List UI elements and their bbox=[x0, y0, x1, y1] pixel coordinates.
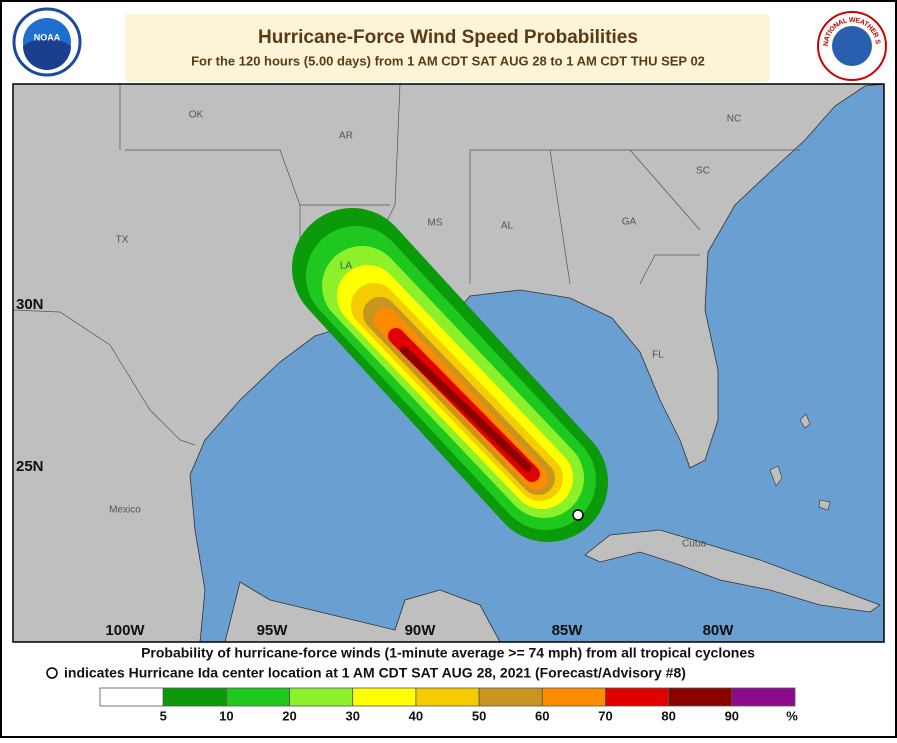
legend-tick-label: 20 bbox=[282, 708, 296, 723]
legend-swatch bbox=[668, 687, 733, 707]
legend-swatch bbox=[352, 687, 417, 707]
region-label: NC bbox=[727, 114, 741, 125]
swath-layer bbox=[400, 346, 532, 472]
legend-tick-label: 5 bbox=[160, 708, 167, 723]
legend-swatch bbox=[162, 687, 227, 707]
title: Hurricane-Force Wind Speed Probabilities bbox=[258, 27, 638, 48]
legend-swatch bbox=[225, 687, 290, 707]
region-label: FL bbox=[652, 350, 664, 361]
longitude-label: 90W bbox=[405, 622, 437, 639]
storm-center bbox=[572, 509, 584, 521]
footer-line2: indicates Hurricane Ida center location … bbox=[64, 665, 686, 681]
longitude-label: 100W bbox=[105, 622, 145, 639]
longitude-label: 80W bbox=[703, 622, 735, 639]
probability-swath bbox=[292, 208, 608, 542]
noaa-text: NOAA bbox=[34, 32, 61, 42]
longitude-label: 95W bbox=[257, 622, 289, 639]
region-label: Mexico bbox=[109, 505, 141, 516]
ocean bbox=[189, 84, 884, 642]
map: OK AR NC TX MS AL GA SC LA FL Mexico Cuba bbox=[13, 84, 884, 642]
footer-line1: Probability of hurricane-force winds (1-… bbox=[141, 645, 755, 661]
longitude-label: 85W bbox=[552, 622, 584, 639]
region-label: MS bbox=[428, 218, 443, 229]
region-label: AR bbox=[339, 131, 353, 142]
legend-swatch bbox=[478, 687, 543, 707]
latitude-label: 30N bbox=[16, 296, 44, 313]
map-border bbox=[12, 83, 885, 643]
legend-swatch bbox=[605, 687, 670, 707]
legend-tick-label: 40 bbox=[409, 708, 423, 723]
region-label: TX bbox=[116, 235, 129, 246]
legend-tick-label: 90 bbox=[725, 708, 739, 723]
legend-swatch bbox=[541, 687, 606, 707]
legend-swatch bbox=[415, 687, 480, 707]
legend-tick-label: 70 bbox=[598, 708, 612, 723]
legend-unit: % bbox=[786, 708, 798, 723]
region-label: AL bbox=[501, 221, 514, 232]
legend-tick-label: 80 bbox=[661, 708, 675, 723]
bahamas bbox=[769, 413, 831, 511]
footer-marker bbox=[46, 667, 58, 679]
legend-tick-label: 60 bbox=[535, 708, 549, 723]
subtitle: For the 120 hours (5.00 days) from 1 AM … bbox=[191, 53, 705, 68]
legend-tick-label: 30 bbox=[345, 708, 359, 723]
region-label: SC bbox=[696, 166, 710, 177]
legend-swatch bbox=[99, 687, 164, 707]
title-box bbox=[125, 14, 770, 82]
cuba bbox=[584, 529, 881, 613]
latitude-label: 25N bbox=[16, 458, 44, 475]
noaa-logo: NOAA bbox=[12, 7, 82, 77]
legend-tick-label: 10 bbox=[219, 708, 233, 723]
region-label: LA bbox=[340, 261, 353, 272]
legend-swatch bbox=[731, 687, 796, 707]
region-label: Cuba bbox=[682, 539, 706, 550]
legend-tick-label: 50 bbox=[472, 708, 486, 723]
region-label: OK bbox=[189, 110, 204, 121]
legend-swatch bbox=[289, 687, 354, 707]
region-label: GA bbox=[622, 217, 637, 228]
